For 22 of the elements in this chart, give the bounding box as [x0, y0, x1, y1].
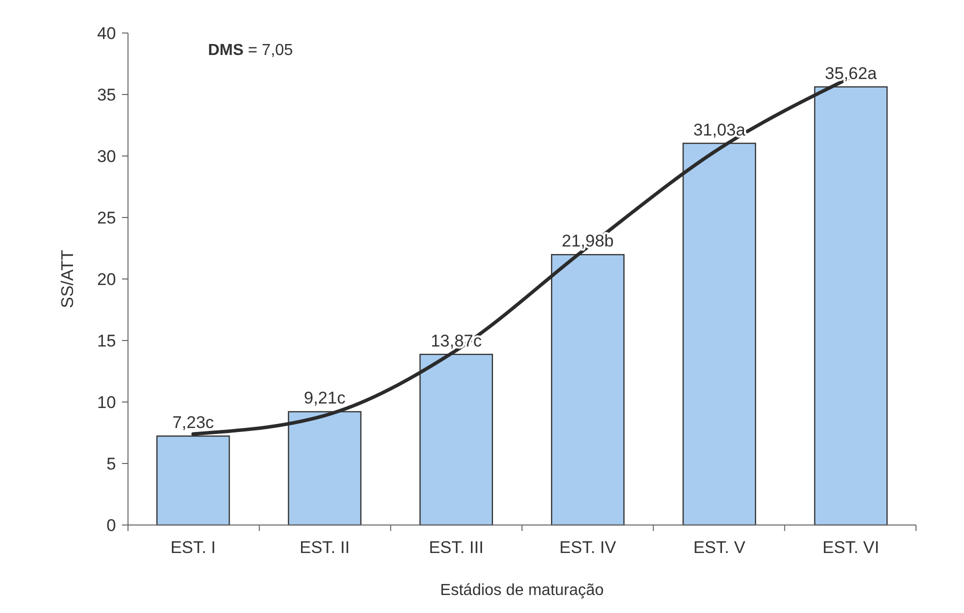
data-label: 35,62a [824, 64, 878, 83]
x-tick-label: EST. III [428, 538, 484, 557]
y-tick-label: 0 [106, 516, 116, 535]
x-tick-label: EST. I [170, 538, 216, 557]
y-tick-label: 20 [97, 270, 116, 289]
y-tick-label: 40 [97, 24, 116, 43]
data-label: 7,23c [172, 413, 214, 432]
y-tick-label: 25 [97, 208, 116, 228]
y-tick-label: 30 [97, 146, 116, 166]
x-tick-label: EST. II [300, 538, 350, 557]
y-tick-label: 35 [97, 85, 116, 104]
y-tick-label: 15 [97, 331, 116, 350]
annotation: DMS = 7,05 [208, 42, 294, 59]
x-tick-label: EST. V [693, 538, 746, 557]
data-label: 31,03a [693, 120, 746, 140]
y-axis-title: SS/ATT [58, 250, 77, 308]
y-tick-label: 5 [106, 454, 116, 474]
y-tick-label: 10 [97, 392, 116, 412]
x-tick-label: EST. VI [822, 538, 880, 557]
data-label: 9,21c [304, 388, 346, 408]
x-axis-title: Estádios de maturação [440, 582, 604, 599]
x-tick-label: EST. IV [559, 538, 617, 557]
